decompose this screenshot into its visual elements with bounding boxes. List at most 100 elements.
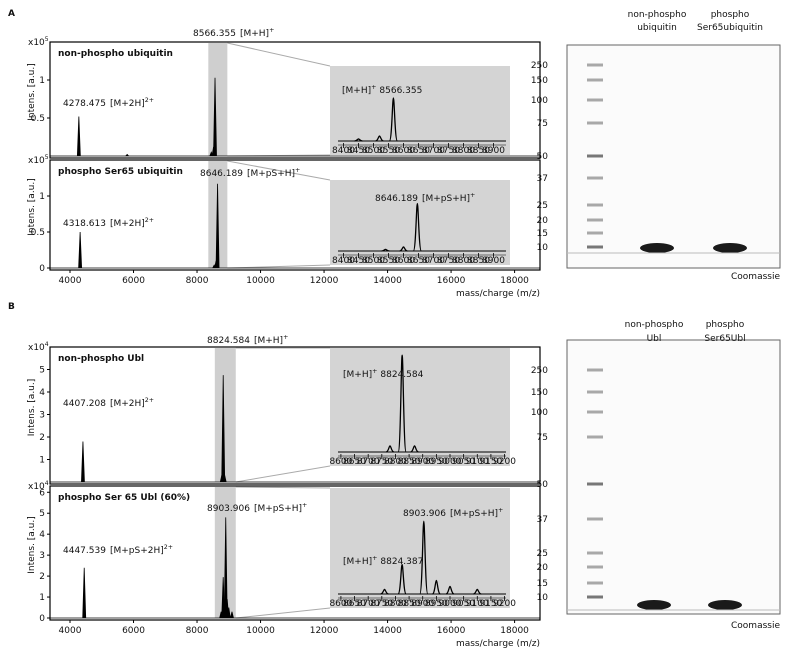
peak-mz: 8646.189 [375,194,418,204]
gel [566,339,781,615]
inset-tick-label: 8900 [482,256,505,266]
inset-tick-label: 8750 [370,457,393,467]
protein-band [640,243,674,253]
zoom-connector [227,42,331,67]
zoom-region [214,348,236,482]
exponent-base: x10 [28,482,45,492]
y-tick-label: 0.5 [31,114,45,124]
ion-charge: + [302,502,307,509]
ion-label: [M+H] [343,370,372,380]
inset-tick-label: 8750 [437,146,460,156]
ion-label: [M+2H] [110,99,145,109]
ion-charge: + [269,27,274,34]
inset-tick-label: 9150 [479,457,502,467]
spectrum-frame [49,485,541,621]
x-tick-label: 18000 [500,276,529,286]
protein-band [713,243,747,253]
ion-charge: + [470,192,475,199]
inset-peak [412,202,422,252]
y-axis-label: Intens. [a.u.] [27,516,37,574]
ion-charge: 2+ [164,544,173,551]
gel-caption: Coomassie [731,621,780,631]
ion-charge: + [372,368,377,375]
zoom-connector [235,607,331,619]
peak-mz: 8646.189 [200,169,243,179]
inset-peak [385,445,395,453]
inset-peak [388,97,399,142]
inset-peak [397,563,407,595]
ion-charge: + [295,167,300,174]
zoom-region [208,43,228,156]
peak-annotation: 8903.906 [M+pS+H]+ [207,502,307,514]
lane-label: ubiquitin [637,23,677,33]
y-tick-label: 0 [39,614,45,624]
ladder-band [587,581,603,585]
inset-tick-label: 8700 [422,256,445,266]
inset-tick-label: 9050 [452,599,475,609]
inset-tick-label: 8900 [482,146,505,156]
ladder-label: 75 [537,119,548,129]
ion-label: [M+pS+H] [450,509,498,519]
inset-peak [375,135,384,142]
x-tick-label: 10000 [246,276,275,286]
lane-label: phospho [706,320,745,330]
y-tick-label: 4 [39,530,45,540]
inset-tick-label: 9200 [493,457,516,467]
inset-tick-label: 8400 [332,256,355,266]
peak-mz: 8903.906 [207,504,250,514]
ladder-label: 75 [537,433,548,443]
inset-tick-label: 8750 [437,256,460,266]
inset-tick-label: 8450 [347,256,370,266]
x-tick-label: 12000 [310,276,339,286]
peak-mz: 8903.906 [403,509,446,519]
peak-mz: 4407.208 [63,399,106,409]
peak [226,607,231,619]
ladder-band [587,390,603,394]
inset-peak [445,585,455,595]
y-tick-label: 2 [39,433,45,443]
ladder-band [587,176,603,180]
peak-annotation: 8566.355 [M+H]+ [193,27,274,39]
inset-tick-label: 8750 [370,599,393,609]
inset-tick-label: 8950 [425,599,448,609]
inset-peak [380,588,389,595]
inset-tick-label: 9050 [452,457,475,467]
x-axis-label: mass/charge (m/z) [456,639,540,649]
inset-tick-label: 8600 [392,256,415,266]
peak [221,375,226,483]
spectrum-title: phospho Ser65 ubiquitin [58,167,183,177]
inset-tick-label: 8650 [407,256,430,266]
y-axis-label: Intens. [a.u.] [27,178,37,236]
peak-mz: 8566.355 [379,86,422,96]
spectrum-frame [49,346,541,485]
ion-label: [M+H] [343,557,372,567]
x-tick-label: 18000 [500,626,529,636]
x-tick-label: 14000 [373,276,402,286]
inset-tick-label: 9000 [439,457,462,467]
panel-letter: B [8,302,15,312]
ion-label: [M+H] [342,86,371,96]
peak-mz: 8824.584 [207,336,250,346]
ion-label: [M+pS+H] [422,194,470,204]
y-axis-label: Intens. [a.u.] [27,63,37,121]
y-tick-label: 1 [39,192,45,202]
inset-tick-label: 9200 [493,599,516,609]
inset-peak [419,520,429,595]
ladder-label: 150 [531,388,548,398]
ion-charge: + [372,555,377,562]
exponent-base: x10 [28,156,45,166]
peak-annotation: 4318.613 [M+2H]2+ [63,217,154,229]
y-exponent: x104 [28,480,49,492]
peak [222,475,227,483]
peak-annotation: 4447.539 [M+pS+2H]2+ [63,544,173,556]
inset-tick-label: 8850 [398,599,421,609]
x-tick-label: 14000 [373,626,402,636]
protein-band [708,600,742,610]
inset-tick-label: 8600 [392,146,415,156]
ladder-label: 100 [531,408,548,418]
peak-annotation: 8646.189 [M+pS+H]+ [200,167,300,179]
lane-label: non-phospho [625,320,684,330]
inset-tick-label: 8850 [398,457,421,467]
inset-tick-label: 8600 [329,599,352,609]
y-tick-label: 5 [39,509,45,519]
